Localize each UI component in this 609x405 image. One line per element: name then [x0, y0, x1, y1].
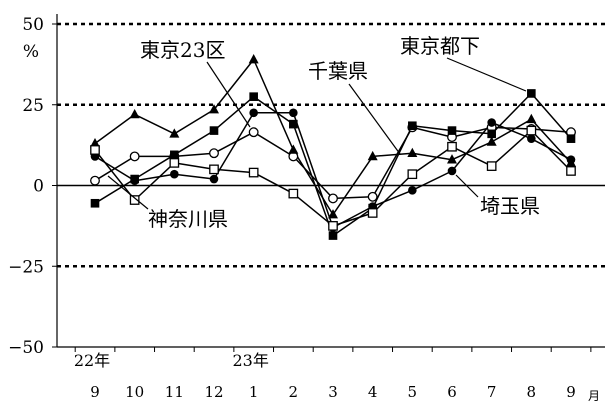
series-0-point-4: [248, 127, 259, 138]
series-label-4: 神奈川県: [148, 207, 228, 231]
series-3-point-10: [487, 118, 496, 127]
series-markers: [90, 54, 576, 240]
series-3-point-8: [408, 186, 417, 195]
series-4-point-6: [328, 221, 338, 231]
series-0-point-6: [328, 193, 338, 204]
series-1-point-12: [566, 134, 576, 143]
series-4-point-5: [288, 188, 299, 199]
series-3-point-1: [130, 176, 139, 185]
series-4-point-12: [566, 166, 576, 176]
series-1-point-10: [487, 129, 496, 139]
series-0-point-7: [367, 191, 378, 202]
axes: [56, 14, 605, 348]
series-2-point-3: [209, 104, 219, 114]
series-1-point-8: [408, 121, 417, 131]
callout-leader-3: [455, 174, 479, 198]
x-tick-label: 10: [125, 383, 144, 401]
year-labels: 22年 23年: [74, 351, 269, 370]
x-tick-label: 3: [328, 383, 338, 401]
series-2-point-8: [407, 147, 418, 157]
series-label-3: 埼玉県: [480, 194, 540, 218]
callout-leader-2: [348, 83, 401, 155]
series-4-point-10: [486, 161, 497, 171]
series-label-2: 千葉県: [308, 59, 368, 83]
series-2-point-7: [367, 150, 378, 161]
x-tick-labels: 9 10 11 12 1 2 3 4 5 6 7 8 9: [90, 383, 576, 401]
series-1-point-0: [90, 198, 100, 208]
series-4-point-8: [407, 169, 418, 180]
series-4-point-11: [526, 125, 537, 136]
x-tick-label: 9: [90, 383, 100, 401]
series-4-point-4: [248, 167, 259, 178]
x-tick-label: 11: [165, 383, 184, 401]
series-3-point-3: [209, 174, 219, 184]
series-4-point-1: [129, 195, 140, 205]
y-tick-label: 25: [22, 96, 44, 116]
callout-leader-0: [206, 61, 251, 128]
x-tick-label: 9: [566, 383, 576, 401]
series-0-point-3: [209, 148, 219, 159]
series-3-point-2: [170, 169, 179, 179]
series-2-point-0: [90, 138, 100, 148]
series-1-point-6: [328, 231, 338, 240]
series-2-point-1: [129, 108, 140, 119]
series-2-point-6: [328, 209, 338, 219]
series-2-point-4: [248, 54, 259, 64]
series-2-point-11: [526, 113, 537, 124]
axis-ticks: [52, 23, 592, 352]
y-tick-label: −25: [8, 257, 44, 277]
y-unit-label: %: [23, 42, 39, 62]
y-tick-label: 50: [22, 15, 44, 35]
series-label-0: 東京23区: [140, 38, 225, 62]
series-2-point-9: [447, 154, 457, 164]
x-tick-label: 12: [204, 383, 223, 401]
y-tick-labels: 50 25 0 −25 −50: [8, 15, 44, 358]
x-tick-label: 6: [447, 383, 457, 401]
series-4-point-3: [209, 164, 219, 175]
series-label-1: 東京都下: [400, 34, 480, 58]
callout-leader-1: [446, 57, 527, 92]
y-tick-label: −50: [8, 338, 44, 358]
series-2-point-2: [169, 128, 180, 138]
series-0-point-1: [129, 151, 140, 162]
series-3-point-5: [289, 108, 298, 118]
series-4-point-2: [169, 158, 180, 168]
x-tick-label: 1: [249, 383, 259, 401]
gridlines: [57, 22, 605, 268]
x-tick-label: 4: [368, 383, 378, 401]
x-tick-label: 2: [289, 383, 299, 401]
series-3-point-9: [447, 166, 457, 176]
series-4-point-7: [367, 208, 378, 218]
y-tick-label: 0: [33, 177, 44, 197]
series-1-point-9: [447, 126, 457, 135]
series-4-point-0: [90, 145, 100, 155]
year-label: 22年: [74, 351, 110, 370]
callout-leader-4: [107, 175, 149, 210]
series-1-point-3: [209, 126, 219, 135]
x-tick-label: 8: [527, 383, 537, 401]
year-label: 23年: [232, 351, 268, 370]
x-tick-label: 7: [487, 383, 497, 401]
series-1-point-2: [170, 150, 179, 160]
series-2-point-10: [486, 136, 497, 146]
series-3-point-11: [527, 134, 536, 143]
series-0-point-0: [90, 175, 100, 186]
series-3-point-4: [249, 108, 258, 118]
x-tick-label: 5: [408, 383, 418, 401]
series-1-point-4: [249, 92, 258, 101]
series-2-point-5: [288, 144, 299, 154]
x-unit-label: 月: [588, 389, 600, 403]
series-1-point-5: [289, 119, 298, 129]
series-4-point-9: [447, 141, 457, 152]
series-3-point-12: [566, 155, 576, 164]
series-1-point-11: [527, 89, 536, 98]
